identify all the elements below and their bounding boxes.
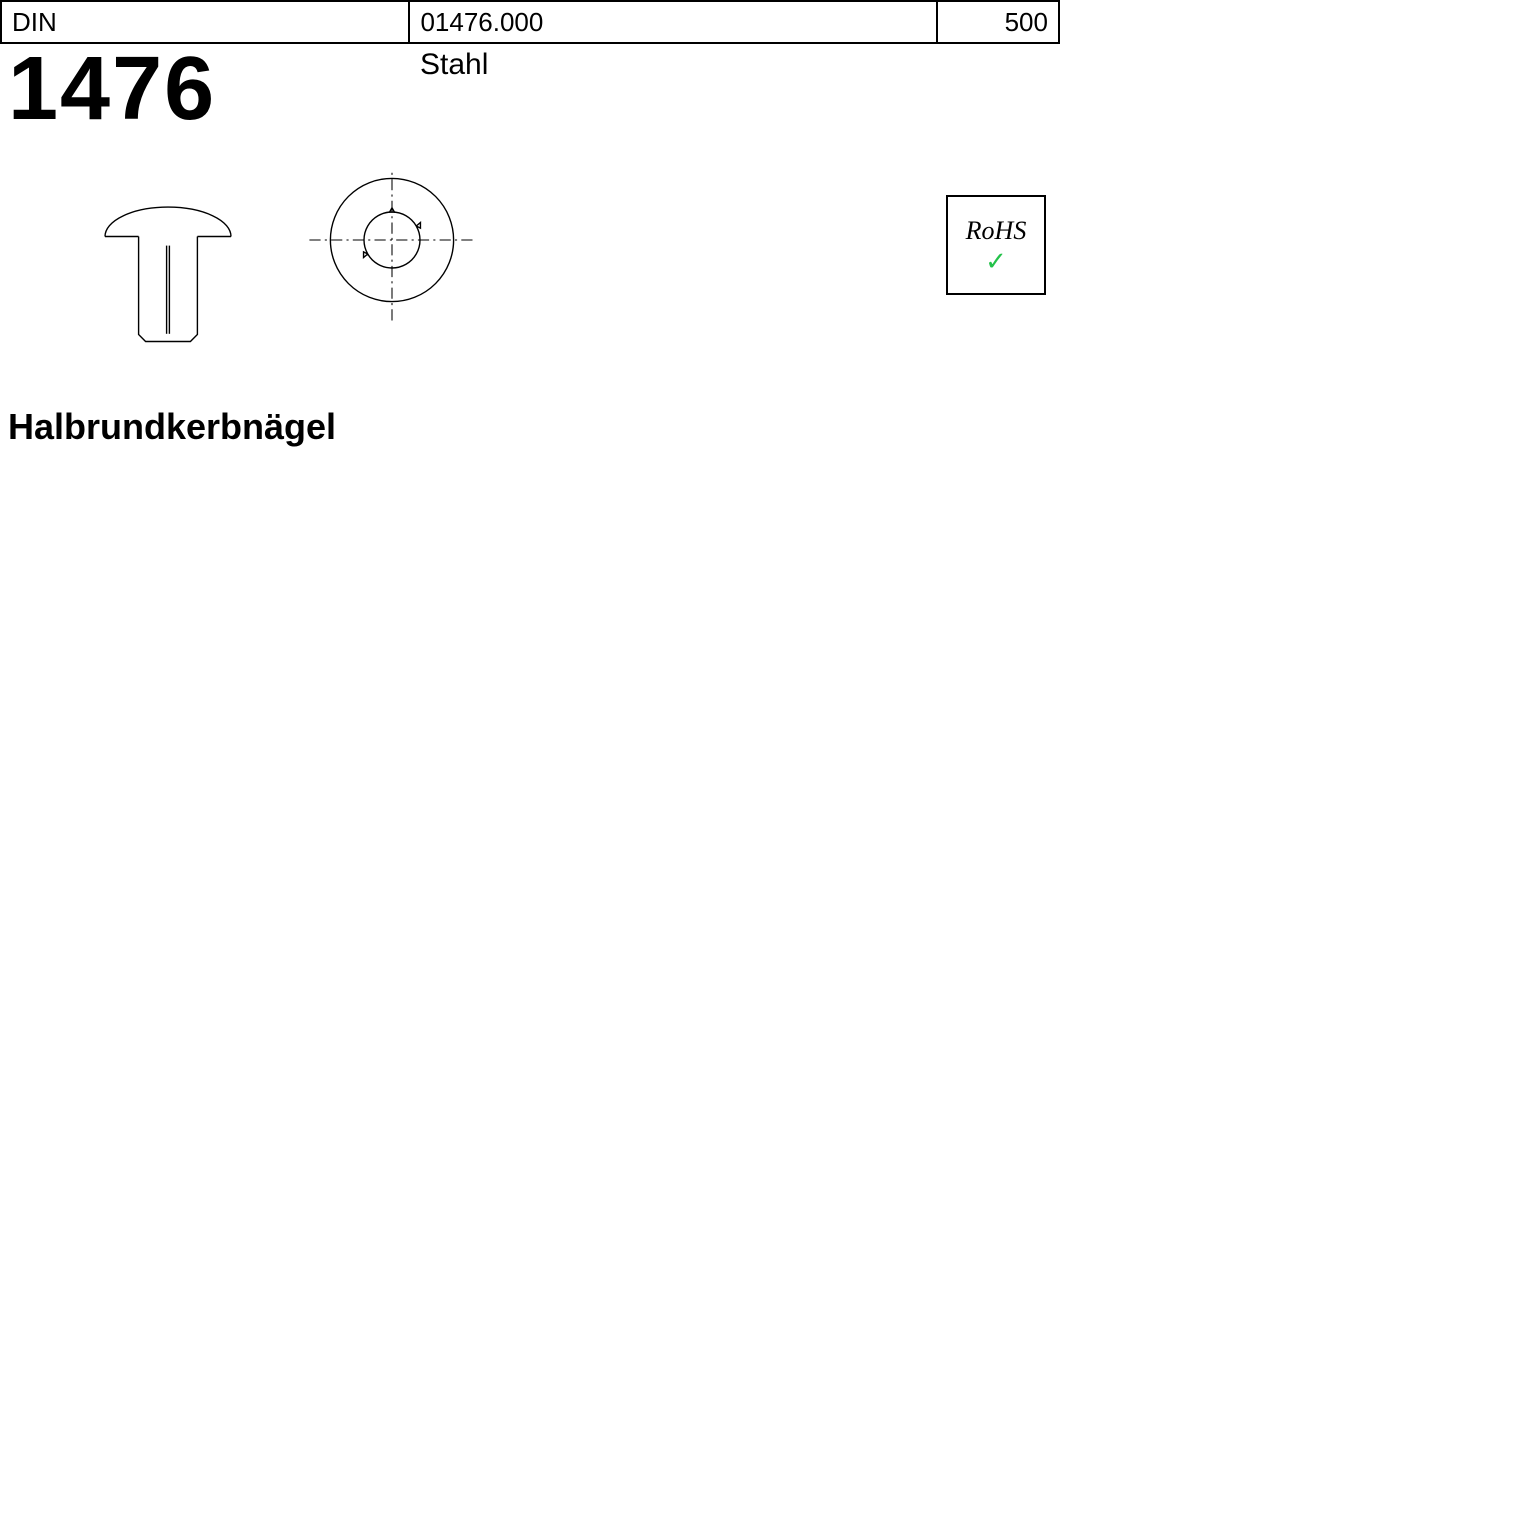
rohs-check-icon: ✓ [985, 248, 1007, 274]
product-name: Halbrundkerbnägel [8, 406, 336, 448]
header-part-number: 01476.000 [410, 2, 938, 42]
side-view-shank [139, 237, 198, 342]
standard-number: 1476 [8, 44, 216, 134]
header-quantity: 500 [938, 2, 1058, 42]
technical-drawing [8, 170, 608, 380]
rohs-badge: RoHS ✓ [946, 195, 1046, 295]
rohs-label: RoHS [966, 216, 1027, 246]
header-din-label: DIN [2, 2, 410, 42]
side-view-head [105, 207, 231, 236]
header-table: DIN 01476.000 500 [0, 0, 1060, 44]
material-label: Stahl [420, 48, 488, 82]
